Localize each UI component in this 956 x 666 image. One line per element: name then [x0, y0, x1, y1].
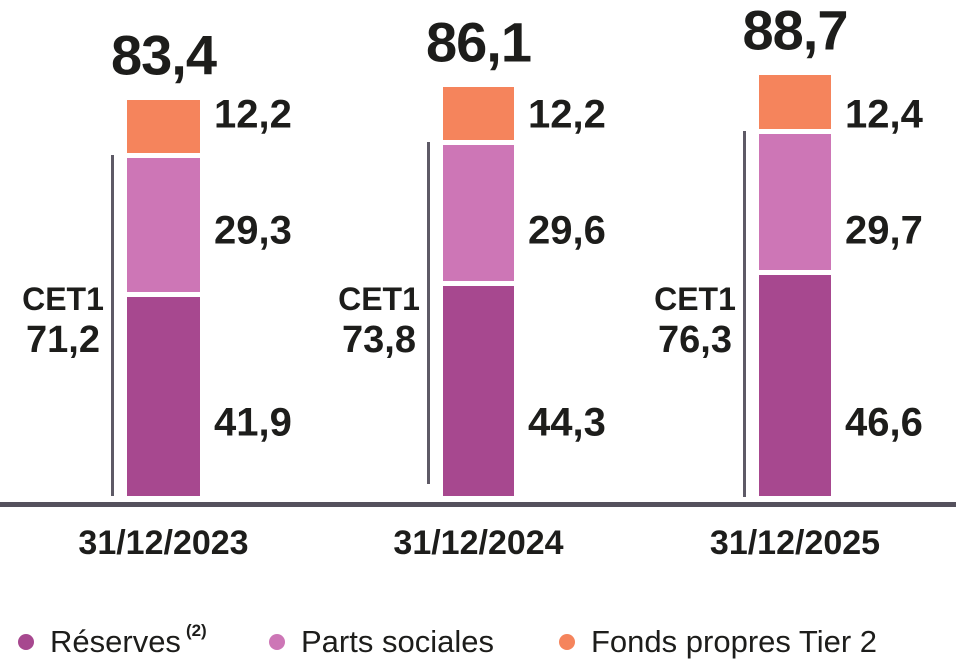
reserves-value-label: 46,6: [845, 400, 923, 445]
legend-item-parts-sociales: Parts sociales: [269, 622, 494, 662]
legend-footnote-marker: (2): [185, 621, 207, 640]
reserves-value-label: 41,9: [214, 400, 292, 445]
legend-label-parts-sociales: Parts sociales: [301, 624, 494, 659]
parts-sociales-value-label: 29,3: [214, 208, 292, 253]
cet1-bracket-line: [111, 154, 114, 496]
reserves-segment: [759, 274, 831, 496]
tier2-color-dot-icon: [559, 634, 575, 650]
tier2-segment: [443, 87, 514, 145]
x-axis-label-2025: 31/12/2025: [709, 524, 881, 562]
legend-label-reserves: Réserves: [50, 624, 181, 659]
cet1-title: CET1: [654, 281, 736, 317]
parts-sociales-value-label: 29,7: [845, 208, 923, 253]
tier2-value-label: 12,2: [214, 92, 292, 137]
cet1-value: 73,8: [342, 319, 416, 362]
cet1-value: 71,2: [26, 319, 100, 362]
legend-item-fonds-propres-tier2: Fonds propres Tier 2: [559, 622, 877, 662]
tier2-segment: [759, 74, 831, 134]
x-axis-label-2023: 31/12/2023: [78, 524, 249, 562]
reserves-segment: [127, 296, 200, 496]
legend-label-fonds-propres-tier2: Fonds propres Tier 2: [591, 624, 878, 659]
parts-sociales-segment: [443, 144, 514, 286]
x-axis-line: [0, 502, 956, 507]
stacked-bar: [127, 99, 200, 496]
parts-sociales-value-label: 29,6: [528, 208, 606, 253]
cet1-title: CET1: [22, 281, 104, 317]
x-axis-label-2024: 31/12/2024: [393, 524, 564, 562]
reserves-segment: [443, 285, 514, 496]
tier2-value-label: 12,4: [845, 92, 923, 137]
parts-sociales-color-dot-icon: [269, 634, 285, 650]
total-value-label: 86,1: [426, 10, 532, 74]
tier2-value-label: 12,2: [528, 92, 606, 137]
total-value-label: 88,7: [742, 0, 849, 62]
reserves-color-dot-icon: [18, 634, 34, 650]
cet1-annotation: CET1 71,2: [22, 281, 104, 363]
stacked-bar: [759, 74, 831, 496]
cet1-annotation: CET1 73,8: [338, 281, 420, 363]
cet1-title: CET1: [338, 281, 420, 317]
cet1-bracket-line: [743, 130, 746, 497]
total-value-label: 83,4: [111, 23, 217, 87]
legend-item-reserves: Réserves (2): [18, 621, 207, 662]
tier2-segment: [127, 99, 200, 158]
reserves-value-label: 44,3: [528, 400, 606, 445]
cet1-annotation: CET1 76,3: [654, 281, 736, 363]
parts-sociales-segment: [759, 133, 831, 275]
parts-sociales-segment: [127, 157, 200, 297]
cet1-value: 76,3: [658, 319, 732, 362]
cet1-bracket-line: [427, 141, 430, 484]
stacked-bar: [443, 87, 514, 496]
